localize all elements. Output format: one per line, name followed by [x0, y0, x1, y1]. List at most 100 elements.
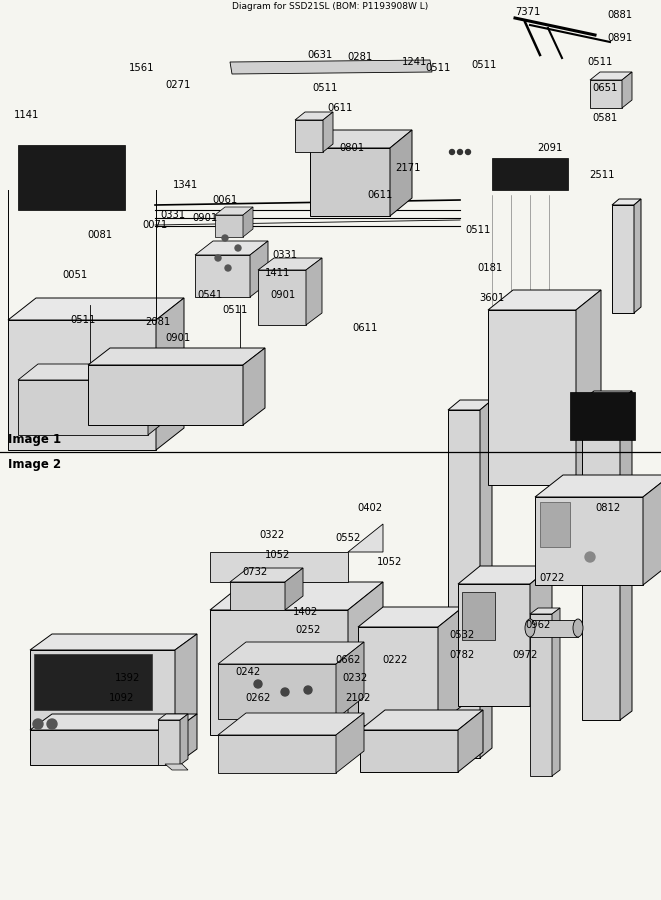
Text: 1402: 1402 — [292, 607, 318, 617]
Polygon shape — [643, 475, 661, 585]
Text: 0972: 0972 — [512, 650, 537, 660]
Text: 0801: 0801 — [340, 143, 365, 153]
Text: 0511: 0511 — [70, 315, 96, 325]
Polygon shape — [530, 614, 552, 776]
Text: 0891: 0891 — [607, 33, 633, 43]
Text: 0222: 0222 — [382, 655, 408, 665]
Polygon shape — [34, 654, 152, 710]
Polygon shape — [336, 642, 364, 719]
Circle shape — [281, 688, 289, 696]
Polygon shape — [530, 620, 578, 637]
Text: 0581: 0581 — [592, 113, 617, 123]
Text: 0402: 0402 — [358, 503, 383, 513]
Polygon shape — [310, 148, 390, 216]
Text: 0722: 0722 — [539, 573, 564, 583]
Text: 1052: 1052 — [377, 557, 403, 567]
Text: 1052: 1052 — [265, 550, 291, 560]
Text: 0061: 0061 — [212, 195, 237, 205]
Circle shape — [33, 719, 43, 729]
Polygon shape — [165, 764, 188, 770]
Text: 0901: 0901 — [165, 333, 190, 343]
Polygon shape — [158, 714, 188, 720]
Circle shape — [585, 552, 595, 562]
Circle shape — [225, 265, 231, 271]
Text: 0322: 0322 — [259, 530, 285, 540]
Text: 0532: 0532 — [449, 630, 475, 640]
Text: Diagram for SSD21SL (BOM: P1193908W L): Diagram for SSD21SL (BOM: P1193908W L) — [233, 2, 428, 11]
Circle shape — [235, 245, 241, 251]
Polygon shape — [295, 112, 333, 120]
Text: 0541: 0541 — [198, 290, 223, 300]
Text: Image 1: Image 1 — [8, 433, 61, 446]
Text: 0901: 0901 — [270, 290, 295, 300]
Polygon shape — [218, 735, 336, 773]
Polygon shape — [448, 400, 492, 410]
Polygon shape — [218, 713, 364, 735]
Text: 0782: 0782 — [449, 650, 475, 660]
Polygon shape — [210, 552, 348, 582]
Text: 0901: 0901 — [192, 213, 217, 223]
Circle shape — [215, 255, 221, 261]
Polygon shape — [218, 664, 336, 719]
Circle shape — [254, 680, 262, 688]
Polygon shape — [458, 584, 530, 706]
Polygon shape — [488, 310, 576, 485]
Polygon shape — [310, 130, 412, 148]
Circle shape — [47, 719, 57, 729]
Text: 0631: 0631 — [307, 50, 332, 60]
Text: 0071: 0071 — [142, 220, 168, 230]
Text: 0252: 0252 — [295, 625, 321, 635]
Text: 0732: 0732 — [243, 567, 268, 577]
Text: 0511: 0511 — [465, 225, 490, 235]
Polygon shape — [230, 582, 285, 610]
Polygon shape — [360, 710, 483, 730]
Text: 0281: 0281 — [348, 52, 373, 62]
Polygon shape — [88, 348, 265, 365]
Text: 0881: 0881 — [607, 10, 633, 20]
Polygon shape — [488, 290, 601, 310]
Polygon shape — [348, 524, 383, 552]
Polygon shape — [590, 72, 632, 80]
Text: 0662: 0662 — [335, 655, 361, 665]
Polygon shape — [582, 391, 632, 400]
Circle shape — [457, 149, 463, 155]
Circle shape — [222, 235, 228, 241]
Polygon shape — [285, 568, 303, 610]
Polygon shape — [530, 566, 552, 706]
Text: 0331: 0331 — [272, 250, 297, 260]
Text: 0181: 0181 — [477, 263, 502, 273]
Polygon shape — [576, 290, 601, 485]
Polygon shape — [175, 714, 197, 765]
Polygon shape — [390, 130, 412, 216]
Text: 0511: 0511 — [471, 60, 496, 70]
Polygon shape — [462, 592, 495, 640]
Polygon shape — [218, 642, 364, 664]
Polygon shape — [348, 582, 383, 735]
Polygon shape — [620, 391, 632, 720]
Polygon shape — [634, 199, 641, 313]
Polygon shape — [30, 634, 197, 650]
Polygon shape — [358, 627, 438, 725]
Circle shape — [449, 149, 455, 155]
Polygon shape — [8, 320, 156, 450]
Text: 0511: 0511 — [588, 57, 613, 67]
Polygon shape — [582, 400, 620, 720]
Polygon shape — [552, 608, 560, 776]
Text: 1092: 1092 — [109, 693, 135, 703]
Text: 0511: 0511 — [425, 63, 451, 73]
Text: 0232: 0232 — [342, 673, 368, 683]
Polygon shape — [243, 348, 265, 425]
Text: 2091: 2091 — [537, 143, 563, 153]
Polygon shape — [535, 497, 643, 585]
Polygon shape — [18, 145, 125, 210]
Text: 0081: 0081 — [87, 230, 112, 240]
Polygon shape — [258, 258, 322, 270]
Polygon shape — [492, 158, 568, 190]
Text: 1141: 1141 — [15, 110, 40, 120]
Polygon shape — [258, 270, 306, 325]
Text: 2102: 2102 — [345, 693, 371, 703]
Circle shape — [304, 686, 312, 694]
Text: 7371: 7371 — [516, 7, 541, 17]
Polygon shape — [458, 566, 552, 584]
Ellipse shape — [573, 619, 583, 637]
